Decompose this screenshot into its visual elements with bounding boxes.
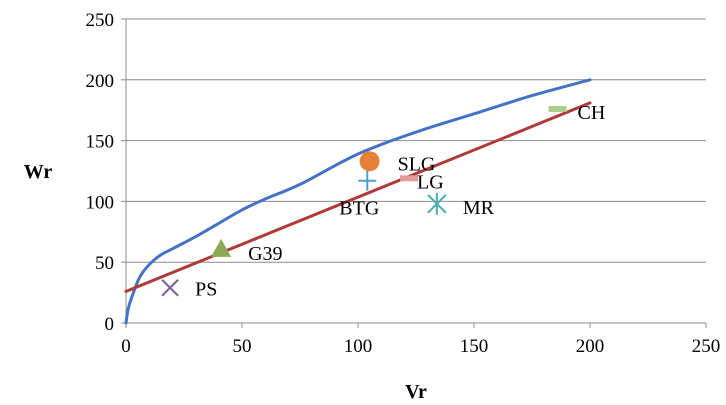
y-tick-label-5: 250	[86, 10, 115, 31]
point-slg-circle-marker	[359, 151, 380, 172]
point-ps	[161, 279, 179, 297]
x-tick-label-3: 150	[460, 336, 489, 357]
point-label-ch: CH	[578, 102, 606, 124]
series-line-straight	[124, 101, 592, 293]
point-ps-x-marker	[161, 279, 179, 297]
gridlines	[126, 18, 706, 263]
point-ch-dash-marker	[548, 105, 567, 112]
point-g39	[211, 238, 232, 257]
x-axis-title: Vr	[405, 381, 427, 403]
point-label-btg: BTG	[339, 198, 379, 220]
point-lg	[400, 175, 419, 182]
point-label-slg: SLG	[398, 153, 436, 175]
point-mr-asterisk-marker	[427, 192, 447, 215]
point-label-g39: G39	[248, 243, 282, 265]
data-points	[161, 105, 567, 297]
point-ch	[548, 105, 567, 112]
y-tick-label-1: 50	[95, 253, 114, 274]
series-lines	[124, 78, 592, 325]
x-tick-label-0: 0	[121, 336, 131, 357]
point-btg-plus-marker	[358, 170, 377, 191]
point-label-mr: MR	[463, 197, 495, 219]
y-tick-label-3: 150	[86, 132, 115, 153]
x-tick-label-1: 50	[233, 336, 252, 357]
point-lg-dash-marker	[400, 175, 419, 182]
x-tick-label-5: 250	[692, 336, 721, 357]
x-tick-label-2: 100	[344, 336, 373, 357]
y-tick-label-2: 100	[86, 192, 115, 213]
y-tick-label-0: 0	[105, 314, 115, 335]
point-mr	[427, 192, 447, 215]
point-slg	[359, 151, 380, 172]
point-btg	[358, 170, 377, 191]
y-axis-title: Wr	[24, 161, 53, 183]
y-tick-label-4: 200	[86, 71, 115, 92]
tick-labels: 0 50 100 150 200 250 0 50 100 150 200 250	[86, 10, 721, 357]
series-line-curve	[124, 78, 592, 325]
point-g39-triangle-marker	[211, 238, 232, 257]
point-label-ps: PS	[195, 279, 217, 301]
x-tick-label-4: 200	[576, 336, 605, 357]
point-label-lg: LG	[417, 171, 444, 193]
